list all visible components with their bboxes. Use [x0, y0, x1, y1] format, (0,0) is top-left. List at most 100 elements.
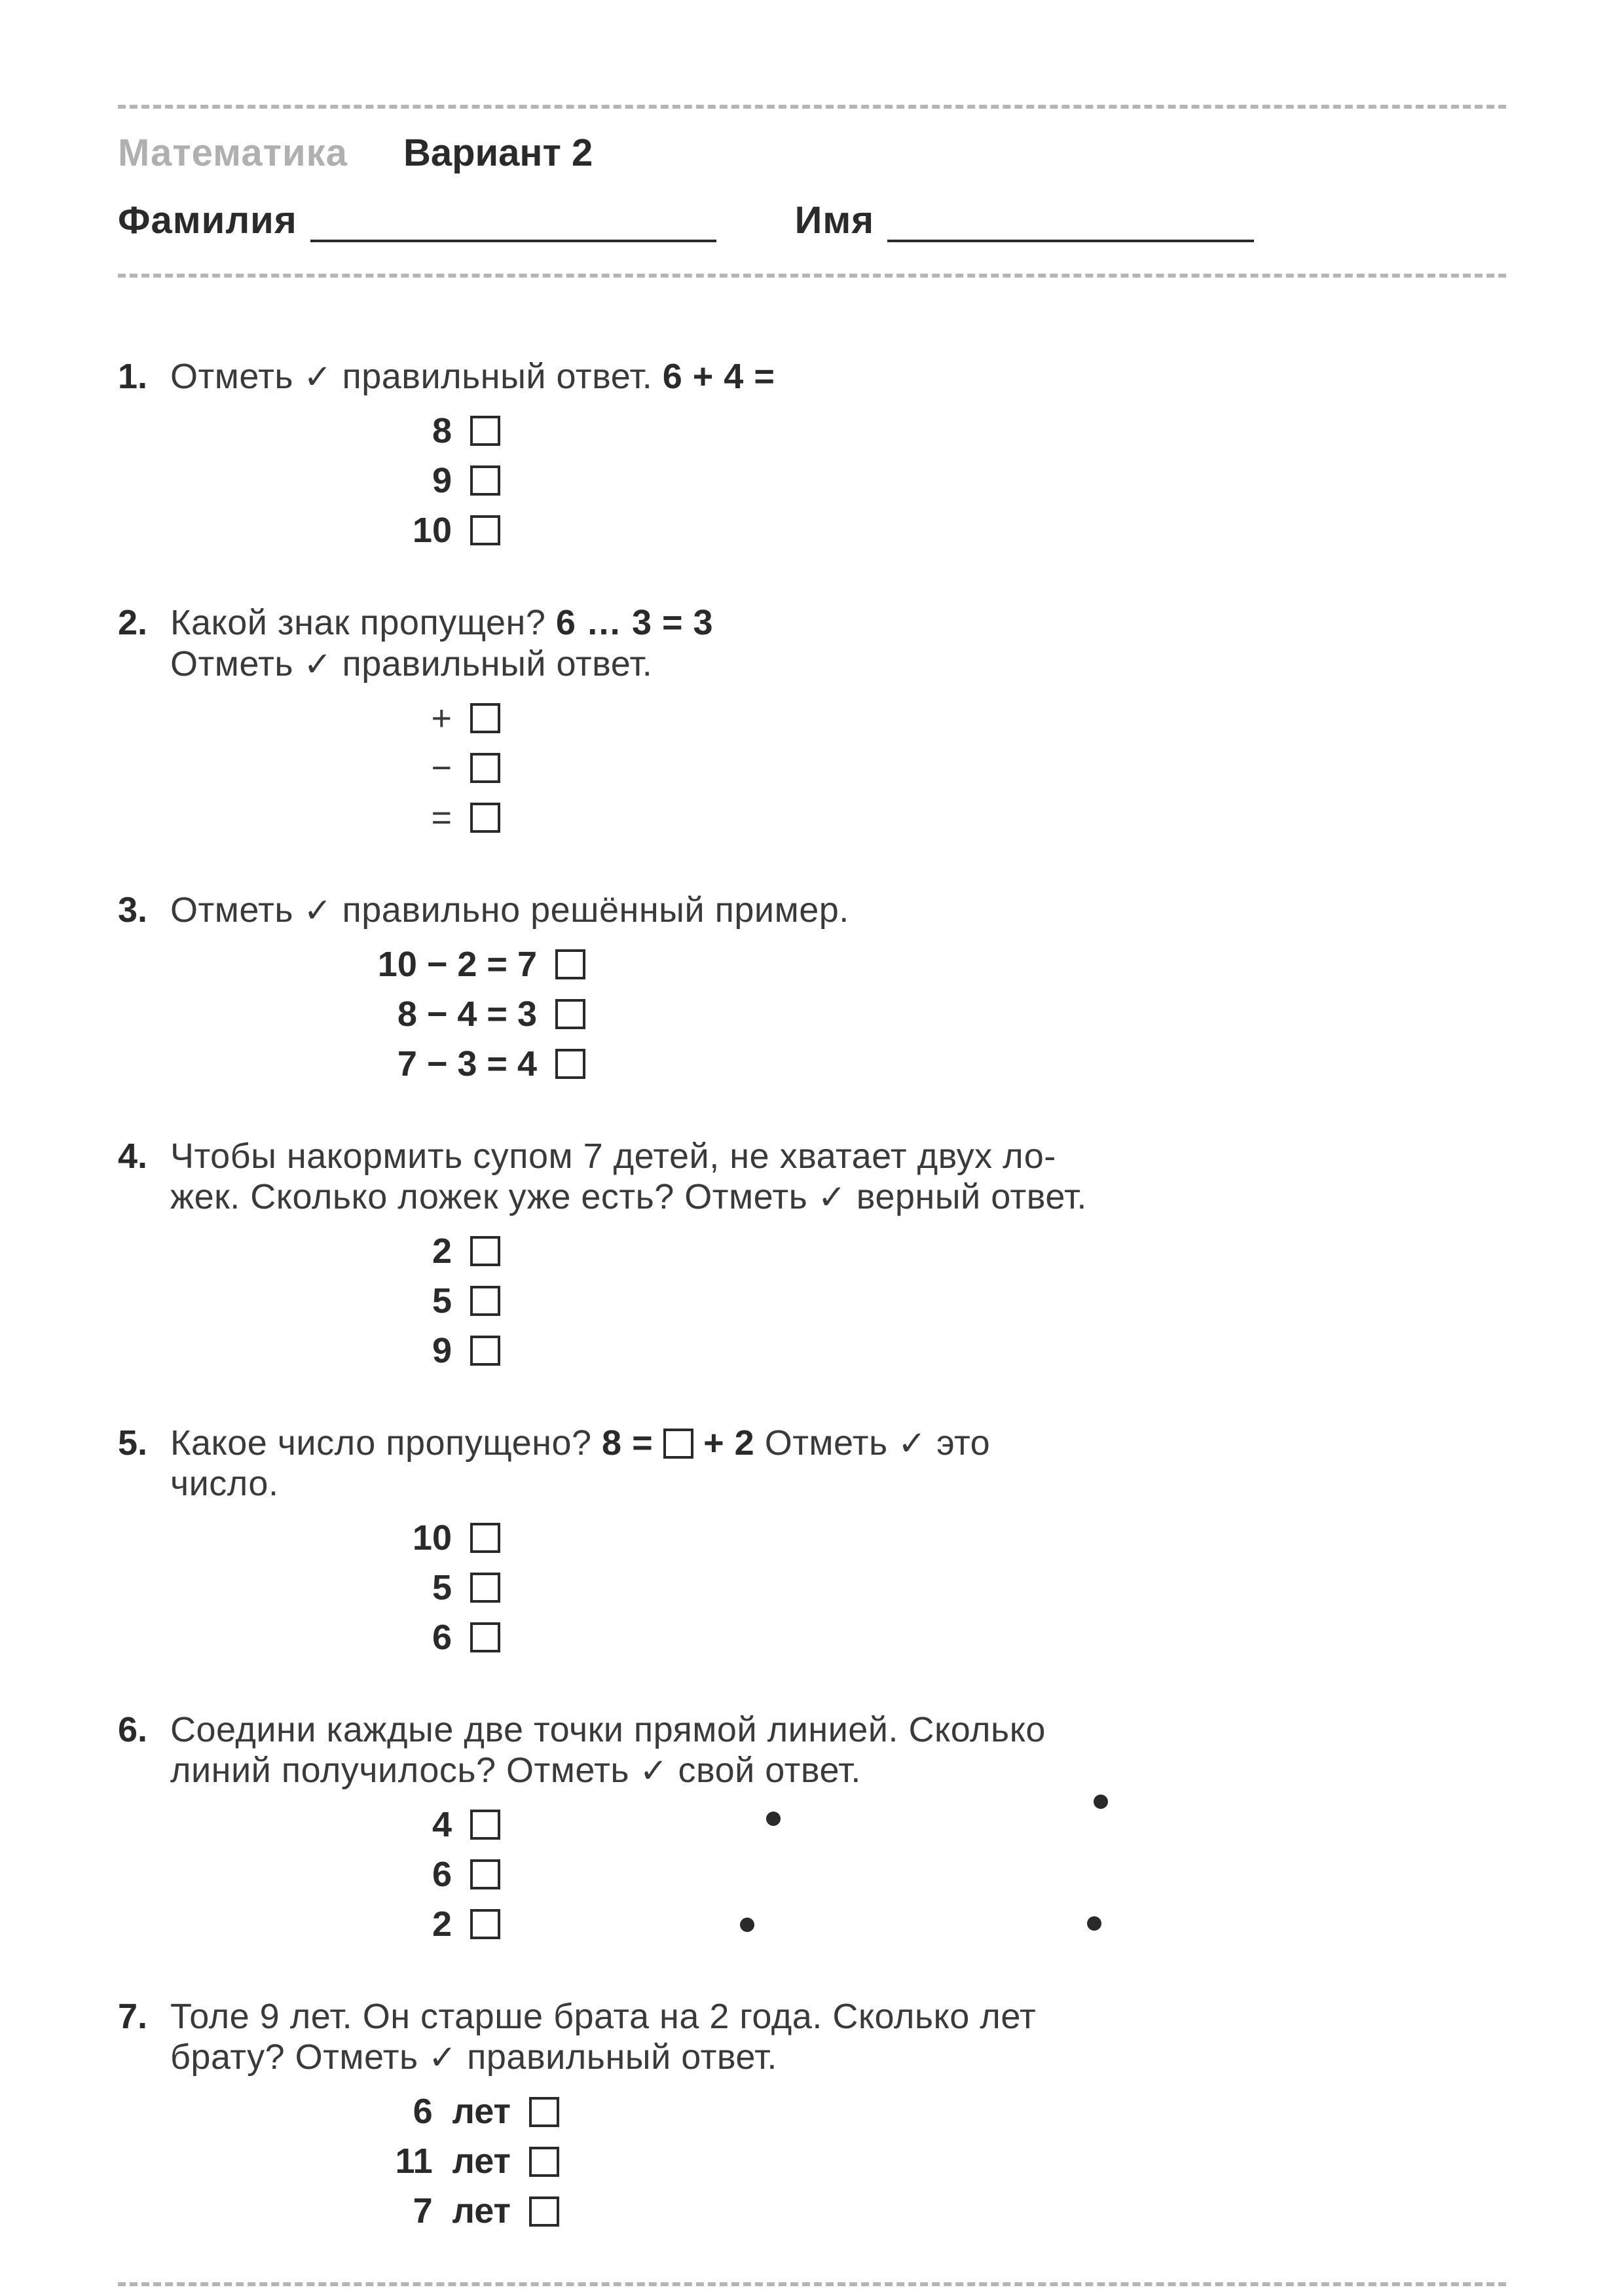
checkbox[interactable] — [470, 703, 500, 733]
question-number: 5. — [118, 1423, 170, 1463]
choice-value: 8 − 4 = 3 — [170, 994, 555, 1034]
checkbox[interactable] — [470, 1573, 500, 1603]
checkbox[interactable] — [529, 2097, 559, 2127]
choice-row: 11 лет — [170, 2137, 1506, 2187]
choice-row: 7 − 3 = 4 — [170, 1039, 1506, 1089]
checkbox[interactable] — [470, 515, 500, 545]
checkbox[interactable] — [470, 1236, 500, 1266]
checkbox[interactable] — [470, 416, 500, 446]
choice-value: 5 — [170, 1567, 470, 1608]
question-prompt: Толе 9 лет. Он старше брата на 2 года. С… — [170, 1996, 1506, 2077]
checkbox[interactable] — [529, 2196, 559, 2227]
choice-value: 6 — [170, 1617, 470, 1658]
choice-value: 2 — [170, 1231, 470, 1271]
name-blank[interactable] — [887, 203, 1254, 242]
choice-value: 9 — [170, 460, 470, 501]
question-prompt: Отметь ✓ правильный ответ. 6 + 4 = — [170, 356, 1506, 397]
checkbox[interactable] — [470, 1336, 500, 1366]
choice-row: 10 — [170, 505, 1506, 555]
checkbox[interactable] — [529, 2147, 559, 2177]
choice-row: 8 − 4 = 3 — [170, 989, 1506, 1039]
choices: + − = — [170, 693, 1506, 843]
choice-row: + — [170, 693, 1506, 743]
question-body: Какой знак пропущен? 6 … 3 = 3Отметь ✓ п… — [170, 602, 1506, 842]
questions-list: 1.Отметь ✓ правильный ответ. 6 + 4 = 8 9 10… — [118, 356, 1506, 2236]
worksheet-header: Математика Вариант 2 Фамилия Имя — [118, 132, 1506, 242]
question-3: 3.Отметь ✓ правильно решённый пример. 10 … — [118, 890, 1506, 1089]
worksheet-page: Математика Вариант 2 Фамилия Имя 1.Отмет… — [0, 0, 1624, 2296]
choice-value: 10 — [170, 1518, 470, 1558]
checkbox[interactable] — [470, 465, 500, 496]
choice-value: 7 − 3 = 4 — [170, 1044, 555, 1084]
bottom-dashed-rule — [118, 2282, 1506, 2286]
question-body: Отметь ✓ правильный ответ. 6 + 4 = 8 9 10 — [170, 356, 1506, 555]
choices: 8 9 10 — [170, 406, 1506, 555]
choice-value: 11 лет — [170, 2141, 529, 2181]
surname-label: Фамилия — [118, 199, 297, 243]
choice-value: 10 − 2 = 7 — [170, 944, 555, 985]
checkbox[interactable] — [555, 949, 585, 979]
checkbox[interactable] — [470, 753, 500, 783]
question-4: 4.Чтобы накормить супом 7 детей, не хват… — [118, 1136, 1506, 1376]
choice-value: 6 — [170, 1854, 470, 1895]
question-2: 2.Какой знак пропущен? 6 … 3 = 3Отметь ✓… — [118, 602, 1506, 842]
checkbox[interactable] — [555, 1049, 585, 1079]
choice-row: 10 — [170, 1513, 1506, 1563]
question-number: 6. — [118, 1709, 170, 1750]
checkbox[interactable] — [470, 1286, 500, 1316]
question-number: 2. — [118, 602, 170, 643]
choice-value: 7 лет — [170, 2191, 529, 2231]
question-prompt: Соедини каждые две точки прямой линией. … — [170, 1709, 1506, 1791]
checkbox[interactable] — [470, 1523, 500, 1553]
choice-value: 8 — [170, 410, 470, 451]
choice-row: 2 — [170, 1226, 1506, 1276]
choices: 4 62 — [170, 1800, 1506, 1949]
top-dashed-rule — [118, 105, 1506, 109]
choice-row: 6 — [170, 1613, 1506, 1662]
header-dashed-rule — [118, 274, 1506, 278]
question-prompt: Какой знак пропущен? 6 … 3 = 3Отметь ✓ п… — [170, 602, 1506, 683]
question-prompt: Отметь ✓ правильно решённый пример. — [170, 890, 1506, 930]
choice-row: 9 — [170, 1326, 1506, 1376]
choice-row: = — [170, 793, 1506, 843]
choice-value: 4 — [170, 1804, 470, 1845]
choice-row: 4 — [170, 1800, 1506, 1850]
question-number: 3. — [118, 890, 170, 930]
choice-row: − — [170, 743, 1506, 793]
choice-row: 6 — [170, 1850, 1506, 1899]
choice-value: 9 — [170, 1330, 470, 1371]
checkbox[interactable] — [555, 999, 585, 1029]
name-field: Имя — [795, 199, 1254, 243]
question-prompt: Чтобы накормить супом 7 детей, не хватае… — [170, 1136, 1506, 1217]
choice-row: 8 — [170, 406, 1506, 456]
choice-value: 10 — [170, 510, 470, 551]
question-6: 6.Соедини каждые две точки прямой линией… — [118, 1709, 1506, 1949]
question-number: 4. — [118, 1136, 170, 1176]
question-5: 5.Какое число пропущено? 8 = + 2 Отметь … — [118, 1423, 1506, 1662]
choice-row: 5 — [170, 1276, 1506, 1326]
surname-blank[interactable] — [310, 203, 716, 242]
checkbox[interactable] — [470, 803, 500, 833]
question-body: Отметь ✓ правильно решённый пример. 10 − … — [170, 890, 1506, 1089]
variant-label: Вариант 2 — [403, 132, 593, 174]
choice-value: − — [170, 748, 470, 788]
question-number: 7. — [118, 1996, 170, 2037]
surname-field: Фамилия — [118, 199, 716, 243]
checkbox[interactable] — [470, 1622, 500, 1652]
choice-value: 6 лет — [170, 2091, 529, 2132]
choice-row: 10 − 2 = 7 — [170, 939, 1506, 989]
choices: 10 − 2 = 7 8 − 4 = 3 7 − 3 = 4 — [170, 939, 1506, 1089]
choice-row: 5 — [170, 1563, 1506, 1613]
checkbox[interactable] — [470, 1859, 500, 1889]
choice-row: 7 лет — [170, 2187, 1506, 2236]
choice-value: = — [170, 797, 470, 838]
checkbox[interactable] — [470, 1810, 500, 1840]
question-number: 1. — [118, 356, 170, 397]
choices: 2 59 — [170, 1226, 1506, 1376]
choices: 6 лет 11 лет 7 лет — [170, 2087, 1506, 2236]
checkbox[interactable] — [470, 1909, 500, 1939]
choices: 10 5 6 — [170, 1513, 1506, 1662]
choice-row: 6 лет — [170, 2087, 1506, 2137]
subject-label: Математика — [118, 132, 348, 174]
choice-row: 2 — [170, 1899, 1506, 1949]
